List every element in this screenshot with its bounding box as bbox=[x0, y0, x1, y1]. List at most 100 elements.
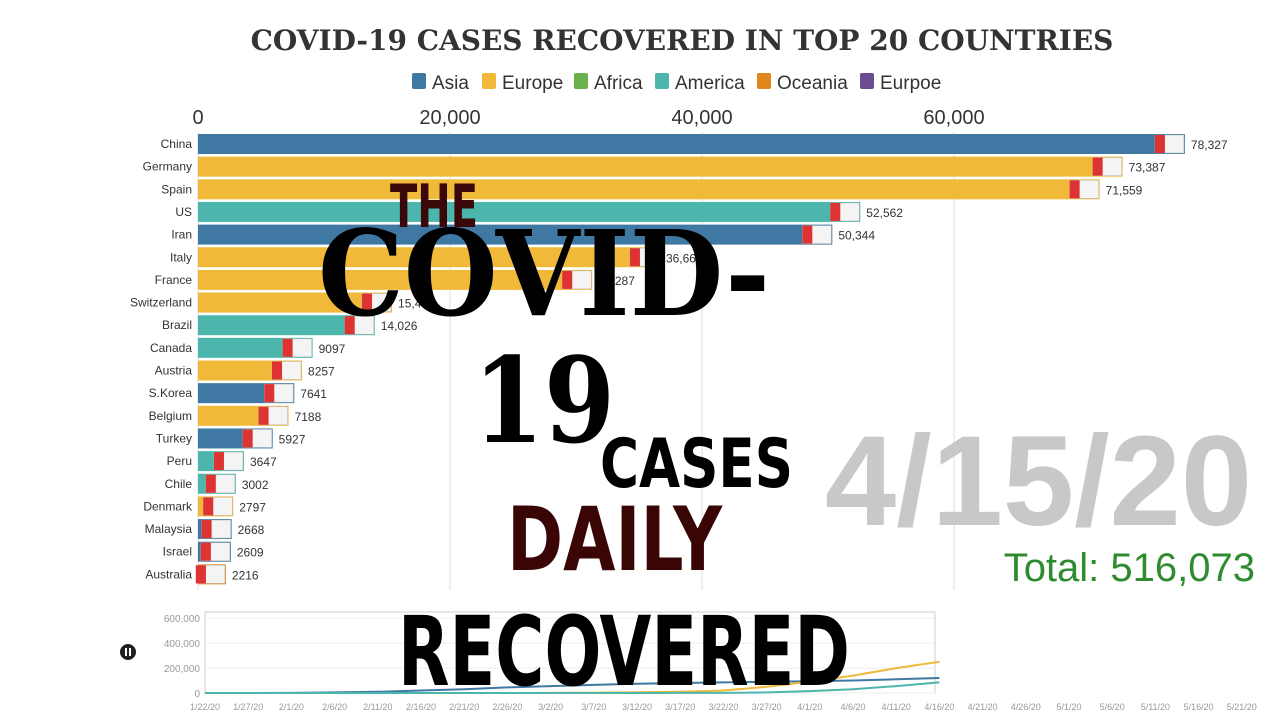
bar bbox=[198, 247, 660, 268]
x-tick-label: 4/6/20 bbox=[840, 702, 865, 712]
bar bbox=[198, 224, 833, 245]
y-tick-label: 400,000 bbox=[164, 639, 201, 650]
flag-stripe bbox=[362, 293, 373, 312]
category-label: Austria bbox=[155, 364, 193, 378]
x-tick-label: 2/26/20 bbox=[492, 702, 522, 712]
category-label: Turkey bbox=[156, 431, 192, 445]
pause-button[interactable] bbox=[120, 644, 136, 660]
legend-swatch bbox=[482, 73, 496, 89]
category-label: Malaysia bbox=[145, 522, 193, 536]
overlay-text: CASES bbox=[600, 425, 793, 504]
y-tick-label: 0 bbox=[194, 689, 200, 700]
x-tick-label: 1/27/20 bbox=[233, 702, 263, 712]
x-tick-label: 2/6/20 bbox=[322, 702, 347, 712]
value-label: 36,663 bbox=[666, 251, 703, 265]
legend-swatch bbox=[412, 73, 426, 89]
flag-stripe bbox=[201, 520, 212, 539]
value-label: 9097 bbox=[319, 342, 346, 356]
flag-stripe bbox=[1154, 135, 1165, 153]
category-label: S.Korea bbox=[149, 386, 193, 400]
legend-label: Eurpoe bbox=[880, 73, 941, 94]
category-label: Peru bbox=[167, 454, 192, 468]
value-label: 5927 bbox=[279, 432, 306, 446]
category-label: France bbox=[155, 273, 193, 287]
value-label: 2668 bbox=[238, 523, 265, 537]
bar bbox=[198, 292, 393, 313]
legend-label: Asia bbox=[432, 73, 469, 94]
category-label: Australia bbox=[145, 567, 192, 581]
value-label: 7641 bbox=[300, 387, 327, 401]
category-label: Germany bbox=[143, 160, 192, 174]
flag-stripe bbox=[200, 542, 211, 561]
legend-swatch bbox=[757, 73, 771, 89]
value-label: 71,559 bbox=[1106, 183, 1143, 197]
flag-stripe bbox=[203, 497, 214, 516]
x-tick-label: 5/1/20 bbox=[1056, 702, 1081, 712]
legend-swatch bbox=[574, 73, 588, 89]
category-label: Israel bbox=[163, 545, 192, 559]
value-label: 2797 bbox=[239, 500, 266, 514]
category-label: US bbox=[175, 205, 192, 219]
bar bbox=[198, 156, 1123, 177]
legend-label: Africa bbox=[594, 73, 643, 94]
value-label: 52,562 bbox=[866, 206, 903, 220]
x-tick-label: 20,000 bbox=[419, 107, 480, 129]
x-tick-label: 3/2/20 bbox=[538, 702, 563, 712]
x-tick-label: 60,000 bbox=[923, 107, 984, 129]
bar bbox=[198, 315, 375, 336]
legend-swatch bbox=[655, 73, 669, 89]
x-tick-label: 4/11/20 bbox=[882, 702, 911, 712]
x-tick-label: 5/21/20 bbox=[1227, 702, 1257, 712]
bar bbox=[198, 201, 861, 222]
y-tick-label: 200,000 bbox=[164, 664, 201, 675]
legend-label: America bbox=[675, 73, 745, 94]
flag-stripe bbox=[562, 270, 573, 289]
flag-stripe bbox=[830, 202, 841, 221]
category-label: Chile bbox=[165, 477, 193, 491]
flag-stripe bbox=[213, 452, 224, 471]
flag-stripe bbox=[195, 565, 206, 584]
flag-stripe bbox=[1069, 180, 1080, 199]
date-label: 4/15/20 bbox=[825, 410, 1252, 553]
overlay-text: DAILY bbox=[507, 488, 723, 591]
value-label: 7188 bbox=[295, 410, 322, 424]
value-label: 15,400 bbox=[398, 297, 435, 311]
flag-stripe bbox=[629, 248, 640, 267]
category-label: Switzerland bbox=[130, 296, 192, 310]
flag-stripe bbox=[802, 225, 813, 244]
legend-label: Oceania bbox=[777, 73, 848, 94]
bar bbox=[198, 179, 1100, 200]
category-label: China bbox=[161, 137, 193, 151]
pause-icon bbox=[129, 648, 131, 656]
x-tick-label: 5/6/20 bbox=[1100, 702, 1125, 712]
category-label: Iran bbox=[171, 228, 192, 242]
value-label: 14,026 bbox=[381, 319, 418, 333]
x-tick-label: 1/22/20 bbox=[190, 702, 220, 712]
pause-icon bbox=[125, 648, 127, 656]
x-tick-label: 4/16/20 bbox=[924, 702, 954, 712]
category-label: Canada bbox=[150, 341, 192, 355]
x-tick-label: 2/21/20 bbox=[449, 702, 479, 712]
x-tick-label: 4/26/20 bbox=[1011, 702, 1041, 712]
y-tick-label: 600,000 bbox=[164, 614, 201, 625]
x-tick-label: 2/11/20 bbox=[363, 702, 392, 712]
x-tick-label: 0 bbox=[192, 107, 203, 129]
bar bbox=[198, 269, 593, 290]
value-label: 31,287 bbox=[598, 274, 635, 288]
legend-label: Europe bbox=[502, 73, 563, 94]
line-series bbox=[205, 681, 940, 694]
x-tick-label: 3/17/20 bbox=[665, 702, 695, 712]
bar bbox=[198, 134, 1185, 154]
category-label: Denmark bbox=[143, 499, 193, 513]
overlay-text: RECOVERED bbox=[398, 596, 850, 708]
x-tick-label: 3/27/20 bbox=[752, 702, 782, 712]
value-label: 78,327 bbox=[1191, 138, 1228, 152]
category-label: Italy bbox=[170, 250, 192, 264]
x-tick-label: 3/12/20 bbox=[622, 702, 652, 712]
x-tick-label: 3/22/20 bbox=[708, 702, 738, 712]
x-tick-label: 2/1/20 bbox=[279, 702, 304, 712]
total-label: Total: 516,073 bbox=[1004, 546, 1255, 590]
overlay-text: 19 bbox=[473, 331, 615, 470]
x-tick-label: 2/16/20 bbox=[406, 702, 436, 712]
